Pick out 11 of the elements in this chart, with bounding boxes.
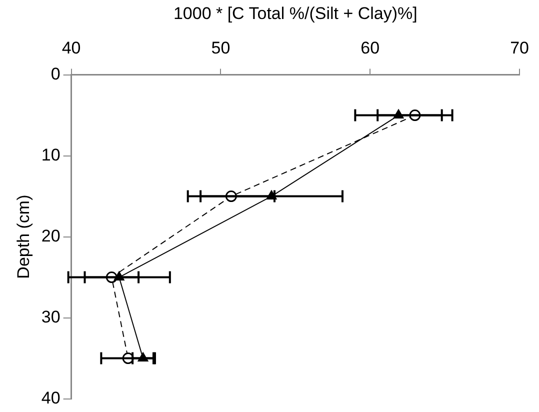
x-tick-label: 40 [62, 38, 81, 58]
x-tick-label: 60 [360, 38, 380, 58]
y-tick-label: 40 [41, 388, 60, 408]
y-tick-label: 10 [41, 145, 60, 164]
x-tick-label: 50 [211, 38, 230, 58]
y-tick-label: 0 [50, 64, 60, 84]
y-axis-title: Depth (cm) [14, 194, 33, 279]
y-tick-label: 30 [41, 307, 60, 326]
x-axis-title: 1000 * [C Total %/(Silt + Clay)%] [173, 4, 418, 23]
y-tick-label: 20 [41, 226, 60, 246]
x-tick-label: 70 [510, 38, 530, 58]
